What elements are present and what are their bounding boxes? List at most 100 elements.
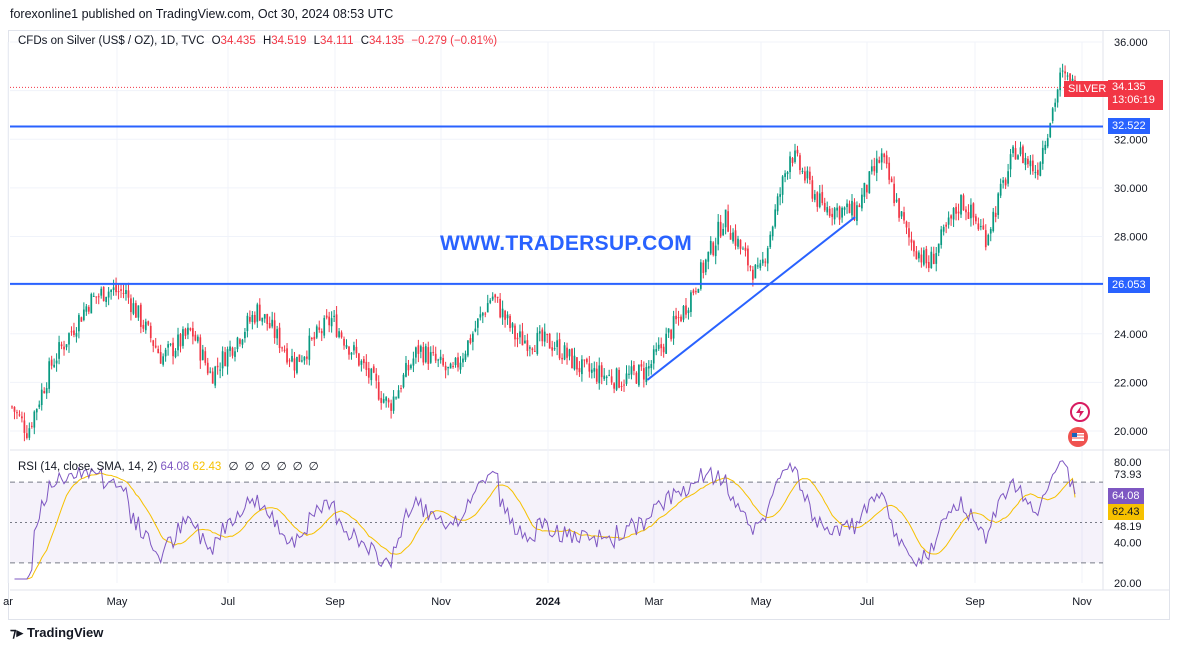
flag-icon[interactable]: [1068, 427, 1088, 447]
rsi-tick-label: 73.93: [1114, 469, 1142, 481]
close-value: 34.135: [369, 35, 405, 47]
candle-body: [888, 162, 891, 180]
candle-body: [372, 366, 375, 373]
candle-body: [115, 285, 117, 293]
candle-body: [410, 365, 412, 369]
candle-body: [407, 364, 410, 371]
candle-body: [791, 157, 794, 163]
tradingview-logo[interactable]: ⁊▸ TradingView: [10, 625, 104, 640]
candle-body: [323, 317, 326, 336]
candle-body: [1064, 71, 1066, 74]
candle-body: [749, 266, 752, 268]
rsi-sma-tag: 62.43: [1108, 504, 1144, 520]
price-tag-value: 34.135: [1112, 81, 1146, 93]
candle-body: [692, 290, 695, 293]
candle-body: [147, 321, 150, 325]
candle-body: [308, 335, 311, 360]
candle-body: [499, 298, 502, 318]
candle-body: [194, 334, 197, 341]
candle-body: [761, 259, 764, 264]
candle-body: [605, 376, 608, 379]
candle-body: [127, 290, 130, 298]
candle-body: [863, 182, 866, 197]
candle-body: [182, 329, 184, 346]
candle-body: [603, 375, 606, 379]
candle-body: [779, 194, 782, 197]
candle-body: [82, 309, 85, 321]
candle-body: [913, 241, 915, 252]
candle-body: [442, 357, 445, 366]
candle-body: [940, 229, 943, 245]
candle-body: [687, 310, 690, 314]
flash-icon[interactable]: [1070, 402, 1090, 422]
candle-body: [781, 176, 784, 195]
candle-body: [972, 203, 975, 218]
candle-body: [799, 155, 801, 171]
candle-body: [865, 184, 868, 193]
candle-body: [952, 207, 955, 220]
candle-body: [80, 317, 83, 322]
candle-body: [1029, 160, 1032, 167]
candle-body: [350, 352, 353, 355]
candle-body: [509, 315, 511, 329]
candle-body: [152, 340, 155, 346]
open-value: 34.435: [220, 35, 256, 47]
candle-body: [365, 361, 368, 370]
candle-body: [571, 348, 573, 369]
candle-body: [813, 194, 816, 200]
candle-body: [895, 199, 898, 202]
candle-body: [890, 178, 893, 183]
candle-body: [387, 399, 390, 403]
candle-body: [826, 207, 829, 213]
candle-body: [932, 253, 935, 264]
candle-body: [784, 173, 786, 177]
candle-body: [452, 365, 454, 367]
candle-body: [501, 308, 504, 318]
candle-body: [348, 346, 350, 355]
candle-body: [521, 331, 524, 346]
rsi-value: 64.08: [160, 461, 190, 473]
candle-body: [1022, 146, 1024, 164]
candle-body: [566, 347, 568, 358]
candle-body: [177, 334, 179, 351]
candle-body: [318, 327, 321, 330]
candle-body: [201, 349, 204, 361]
candle-body: [48, 361, 51, 389]
candle-body: [305, 356, 308, 359]
candle-body: [756, 265, 759, 267]
candle-body: [236, 337, 239, 350]
candle-body: [846, 203, 848, 208]
candle-body: [97, 296, 100, 298]
candle-body: [752, 269, 754, 280]
candle-body: [142, 324, 145, 329]
candle-body: [397, 390, 400, 399]
candle-body: [553, 348, 556, 350]
high-value: 34.519: [271, 35, 307, 47]
candle-body: [110, 289, 112, 292]
candle-body: [377, 382, 380, 400]
candle-body: [484, 313, 487, 315]
candle-body: [447, 366, 449, 369]
candle-body: [823, 202, 826, 211]
candle-body: [1004, 179, 1007, 186]
time-tick-label: ar: [3, 596, 13, 608]
candle-body: [997, 193, 1000, 215]
candle-body: [945, 224, 948, 227]
candle-body: [241, 339, 244, 345]
candle-body: [519, 331, 521, 338]
candle-body: [893, 183, 895, 204]
rsi-title: RSI (14, close, SMA, 14, 2): [18, 461, 158, 473]
candle-body: [73, 330, 75, 335]
candle-body: [402, 374, 405, 388]
candle-body: [573, 355, 576, 370]
candle-body: [702, 262, 705, 273]
candle-body: [117, 291, 120, 293]
candle-body: [640, 364, 643, 367]
candle-body: [258, 304, 261, 321]
candle-body: [806, 170, 809, 179]
candle-body: [786, 172, 789, 175]
candle-body: [23, 420, 26, 433]
candle-body: [620, 386, 623, 388]
candle-body: [618, 369, 620, 388]
